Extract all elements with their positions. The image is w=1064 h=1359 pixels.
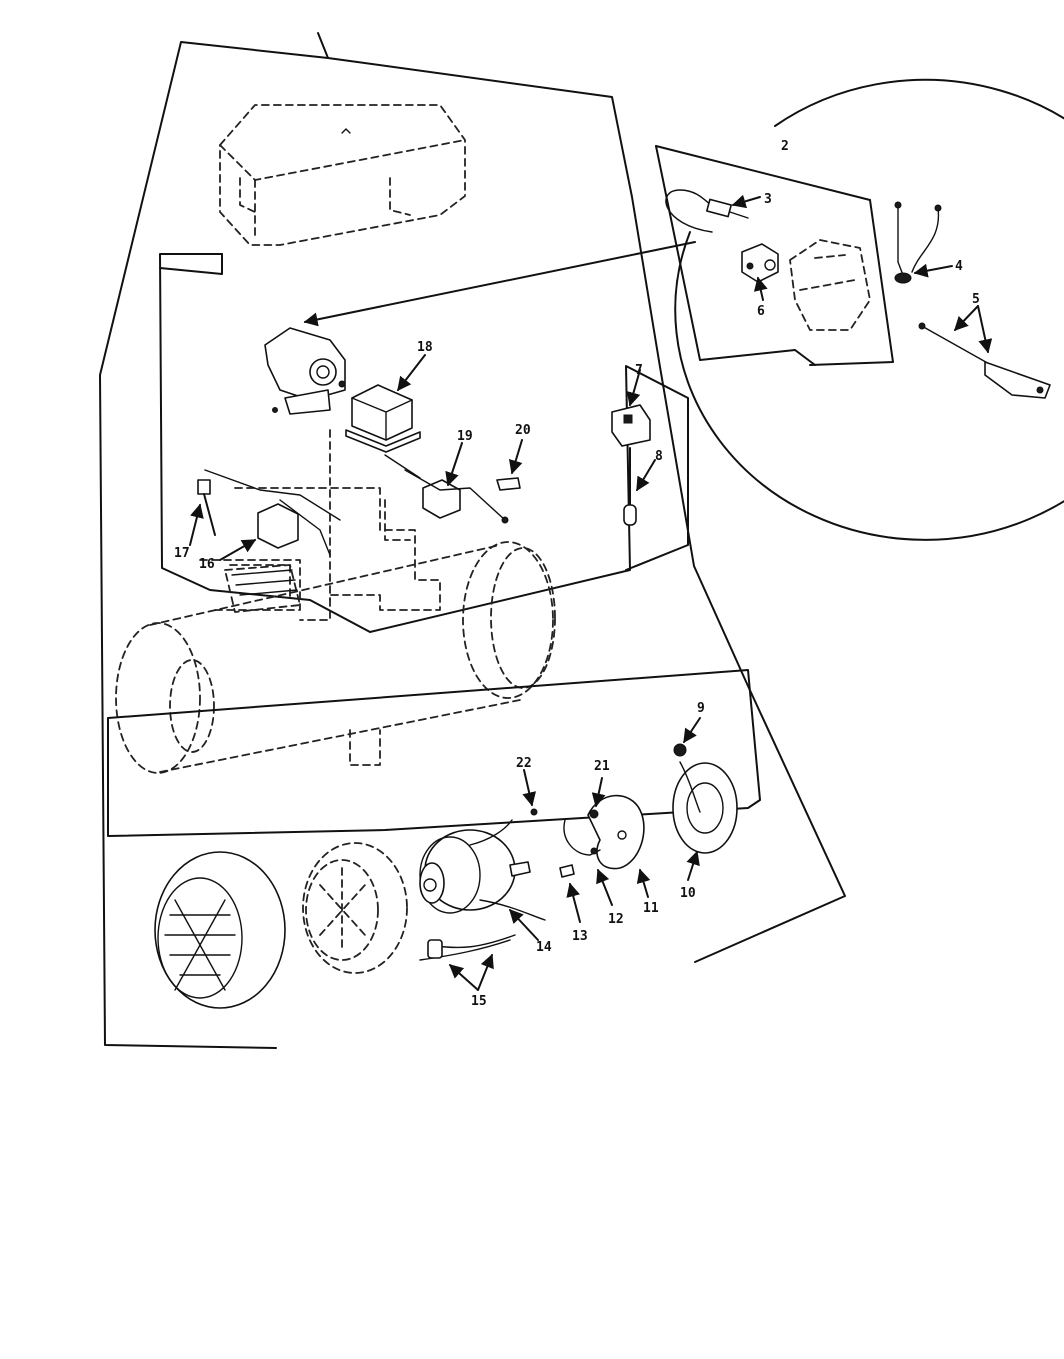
callout-21: 21 bbox=[594, 759, 610, 774]
callout-16: 16 bbox=[199, 557, 215, 572]
terminal-block bbox=[224, 564, 301, 613]
part-15-leads bbox=[419, 934, 516, 991]
part-19-relay bbox=[384, 442, 509, 524]
callout-10: 10 bbox=[680, 886, 696, 901]
part-18-regulator bbox=[345, 354, 426, 453]
callout-17: 17 bbox=[174, 546, 190, 561]
part-16-solenoid bbox=[204, 469, 341, 561]
callout-20: 20 bbox=[515, 423, 531, 438]
part-9-nut bbox=[673, 717, 701, 757]
callout-2: 2 bbox=[781, 139, 789, 154]
callout-8: 8 bbox=[655, 449, 663, 464]
callout-19: 19 bbox=[457, 429, 473, 444]
callout-labels: 2 3 4 5 6 7 8 9 10 11 12 13 14 15 16 17 … bbox=[174, 139, 980, 1009]
part-6-block bbox=[741, 243, 779, 301]
part-2-actuator-assembly bbox=[264, 327, 346, 415]
callout-3: 3 bbox=[764, 192, 772, 207]
callout-18: 18 bbox=[417, 340, 433, 355]
part-12-spring bbox=[563, 819, 613, 906]
detail-circle bbox=[655, 78, 1064, 541]
callout-22: 22 bbox=[516, 756, 532, 771]
callout-14: 14 bbox=[536, 940, 552, 955]
part-14-motor bbox=[419, 819, 546, 941]
part-4-sensor bbox=[894, 201, 953, 284]
housing-outline bbox=[99, 32, 846, 1049]
part-22-screw bbox=[522, 769, 538, 816]
part-3-harness bbox=[665, 189, 761, 233]
blower-housing bbox=[154, 851, 286, 1009]
callout-13: 13 bbox=[572, 929, 588, 944]
callout-9: 9 bbox=[697, 701, 705, 716]
detail-leader-arrow bbox=[303, 241, 696, 327]
control-panel bbox=[159, 253, 689, 633]
callout-12: 12 bbox=[608, 912, 624, 927]
part-21-washer bbox=[589, 777, 606, 819]
callout-7: 7 bbox=[635, 363, 643, 378]
part-5-probe bbox=[918, 305, 1051, 399]
lower-frame bbox=[107, 669, 761, 837]
callout-5: 5 bbox=[972, 292, 980, 307]
part-8-probe bbox=[623, 447, 656, 526]
callout-4: 4 bbox=[955, 259, 963, 274]
callout-6: 6 bbox=[757, 304, 765, 319]
part-13-clip bbox=[559, 864, 581, 923]
part-7-switch bbox=[611, 369, 651, 447]
generator-cylinder-phantom bbox=[115, 541, 556, 774]
fan-wheel-phantom bbox=[302, 842, 408, 974]
part-20-clip bbox=[496, 439, 523, 491]
part-17-sender bbox=[189, 479, 216, 546]
part-10-brake-disc bbox=[672, 761, 738, 881]
callout-11: 11 bbox=[643, 901, 659, 916]
part-11-plate bbox=[587, 794, 651, 898]
callout-15: 15 bbox=[471, 994, 487, 1009]
top-cover-phantom bbox=[219, 104, 466, 246]
